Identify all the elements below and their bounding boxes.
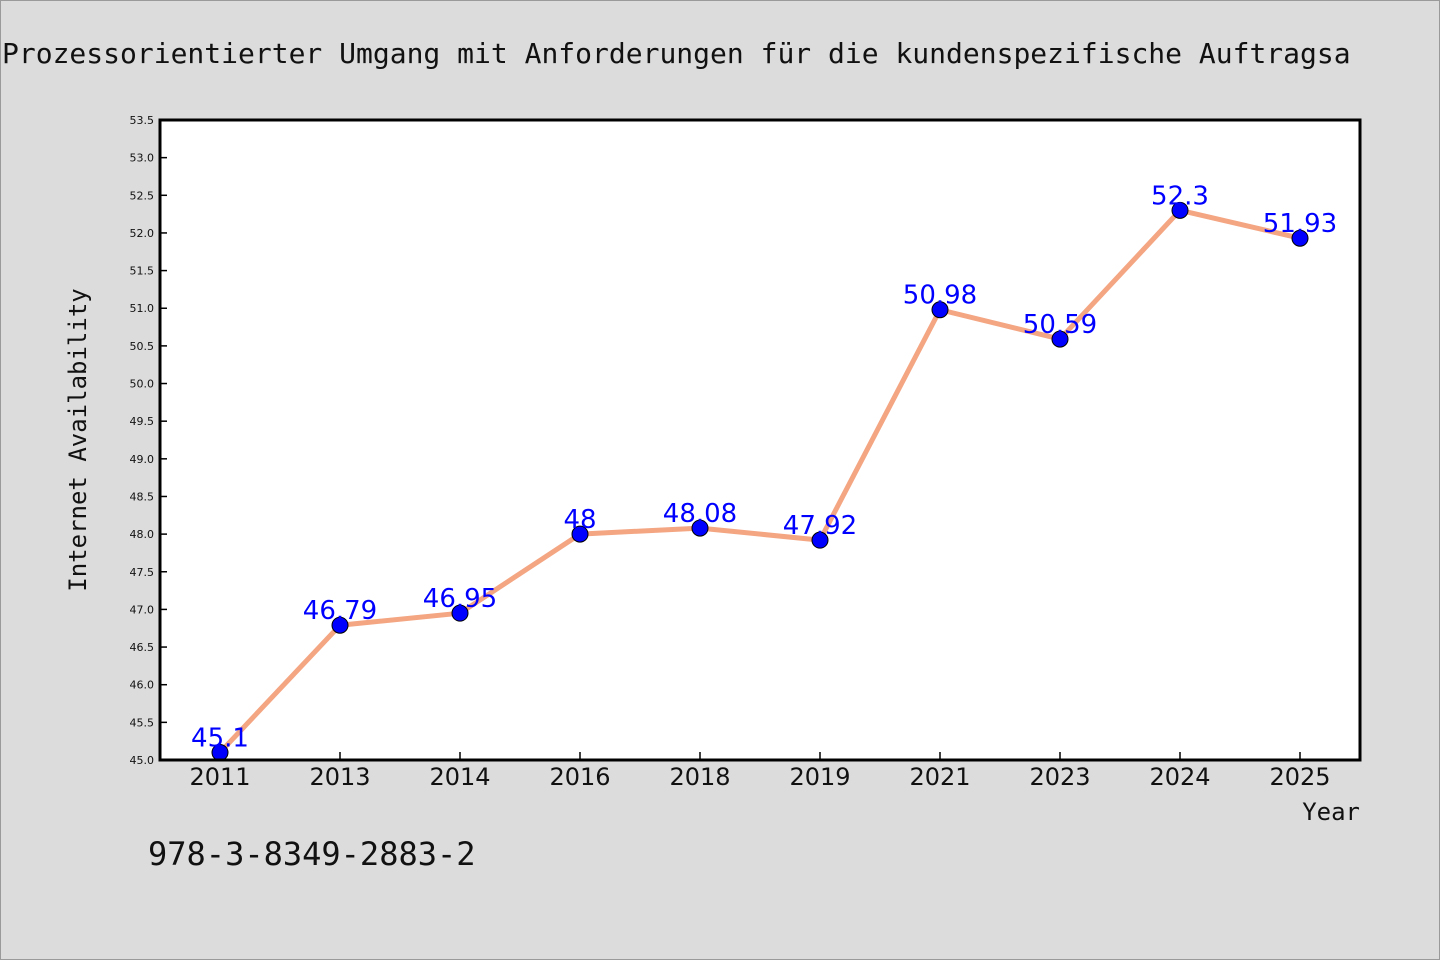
x-axis-ticks: 2011 2013 2014 2016 2018 2019 2021 2023 2024 2025 xyxy=(189,752,1331,791)
y-tick-label: 51.5 xyxy=(130,265,155,278)
x-tick-label: 2019 xyxy=(789,763,850,791)
y-tick-label: 53.5 xyxy=(130,114,155,127)
isbn-text: 978-3-8349-2883-2 xyxy=(148,835,476,873)
data-label: 46.79 xyxy=(303,596,377,626)
chart-title: Prozessorientierter Umgang mit Anforderu… xyxy=(2,37,1351,70)
data-point xyxy=(1051,330,1069,348)
x-tick-label: 2024 xyxy=(1149,763,1210,791)
data-point xyxy=(451,604,469,622)
x-tick-label: 2025 xyxy=(1269,763,1330,791)
y-tick-label: 45.0 xyxy=(130,754,155,767)
y-tick-label: 45.5 xyxy=(130,716,155,729)
y-tick-label: 49.5 xyxy=(130,415,155,428)
y-tick-label: 49.0 xyxy=(130,453,155,466)
y-tick-label: 51.0 xyxy=(130,302,155,315)
data-markers xyxy=(211,201,1309,761)
data-label: 50.59 xyxy=(1023,310,1097,340)
y-tick-label: 48.0 xyxy=(130,528,155,541)
series-line xyxy=(218,207,1301,755)
x-tick-label: 2011 xyxy=(189,763,250,791)
data-label: 50.98 xyxy=(903,281,977,311)
x-tick-label: 2013 xyxy=(309,763,370,791)
data-label: 52.3 xyxy=(1151,181,1209,211)
data-point xyxy=(691,519,709,537)
x-tick-label: 2023 xyxy=(1029,763,1090,791)
x-tick-label: 2021 xyxy=(909,763,970,791)
data-point xyxy=(571,525,589,543)
data-label: 47.92 xyxy=(783,511,857,541)
plot-area xyxy=(160,120,1360,760)
y-tick-label: 52.5 xyxy=(130,189,155,202)
x-axis-label: Year xyxy=(1302,798,1360,826)
y-axis-ticks: 45.0 45.5 46.0 46.5 47.0 47.5 48.0 48.5 49.0 49.5… xyxy=(130,114,167,767)
data-point xyxy=(331,616,349,634)
x-tick-label: 2018 xyxy=(669,763,730,791)
data-label: 48.08 xyxy=(663,499,737,529)
x-tick-label: 2014 xyxy=(429,763,490,791)
data-label: 48 xyxy=(563,505,596,535)
y-tick-label: 46.0 xyxy=(130,679,155,692)
data-point xyxy=(811,531,829,549)
data-label: 46.95 xyxy=(423,584,497,614)
y-tick-label: 50.5 xyxy=(130,340,155,353)
y-tick-label: 50.0 xyxy=(130,378,155,391)
y-tick-label: 47.5 xyxy=(130,566,155,579)
plot-border xyxy=(158,118,1362,762)
data-point xyxy=(1291,229,1309,247)
y-tick-label: 46.5 xyxy=(130,641,155,654)
data-label: 51.93 xyxy=(1263,209,1337,239)
data-point xyxy=(1171,201,1189,219)
data-point xyxy=(931,301,949,319)
y-tick-label: 47.0 xyxy=(130,603,155,616)
y-tick-label: 48.5 xyxy=(130,490,155,503)
data-label: 45.1 xyxy=(191,723,249,753)
y-tick-label: 52.0 xyxy=(130,227,155,240)
data-labels: 45.1 46.79 46.95 48 48.08 47.92 50.98 50.59 52.3… xyxy=(191,181,1337,753)
y-axis-label: Internet Availability xyxy=(64,288,92,591)
y-tick-label: 53.0 xyxy=(130,152,155,165)
x-tick-label: 2016 xyxy=(549,763,610,791)
